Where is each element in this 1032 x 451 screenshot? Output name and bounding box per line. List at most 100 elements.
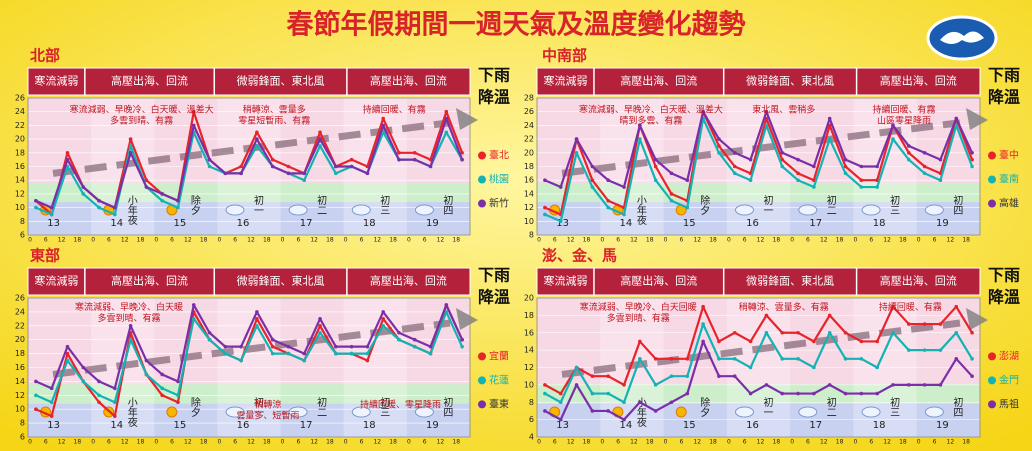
data-point <box>796 357 800 361</box>
trend-arrowhead <box>966 108 988 130</box>
weather-icon <box>735 406 754 418</box>
data-point <box>318 317 322 321</box>
x-tick-label: 18 <box>962 439 970 446</box>
y-tick-label: 22 <box>15 321 25 330</box>
x-tick-label: 6 <box>933 439 937 446</box>
y-tick-label: 10 <box>524 217 534 226</box>
data-point <box>796 178 800 182</box>
data-point <box>543 212 547 217</box>
data-point <box>270 344 275 349</box>
data-point <box>428 351 433 356</box>
x-tick-label: 6 <box>233 439 237 446</box>
data-point <box>223 351 228 356</box>
x-tick-label: 6 <box>616 439 620 446</box>
y-tick-label: 16 <box>524 328 534 337</box>
day-note: 初三 <box>378 396 390 417</box>
trend-arrow <box>52 319 451 378</box>
data-point <box>812 391 816 396</box>
data-point <box>207 157 212 162</box>
data-point <box>907 157 911 162</box>
panel-title: 東部 <box>30 247 60 265</box>
y-tick-label: 20 <box>15 335 25 344</box>
data-point <box>574 151 579 155</box>
data-point <box>653 409 658 413</box>
data-point <box>907 322 911 326</box>
header-band <box>27 67 471 96</box>
header-label: 微弱鋒面、東北風 <box>746 274 834 288</box>
x-tick-label: 18 <box>646 439 654 446</box>
x-tick-label: 18 <box>583 439 591 446</box>
data-point <box>907 144 911 148</box>
data-point <box>239 358 243 363</box>
data-point <box>843 330 848 335</box>
data-point <box>701 322 705 326</box>
data-point <box>732 171 737 176</box>
data-point <box>764 313 769 318</box>
data-point <box>653 383 658 387</box>
data-point <box>638 123 642 128</box>
day-label: 17 <box>300 420 313 431</box>
data-point <box>732 357 737 361</box>
x-tick-label: 18 <box>583 237 591 244</box>
legend-swatch <box>988 352 996 361</box>
data-point <box>381 310 385 314</box>
data-point <box>827 116 832 121</box>
data-point <box>590 164 595 169</box>
plot-frame <box>536 297 981 438</box>
data-point <box>318 144 322 148</box>
day-note: 除夕 <box>188 396 200 418</box>
x-tick-label: 0 <box>600 439 604 446</box>
annotation: 寒流減弱、早晚冷、白天暖、溫差大 <box>579 104 723 116</box>
data-point <box>764 109 769 114</box>
x-tick-label: 0 <box>854 439 858 446</box>
data-point <box>638 137 642 141</box>
data-point <box>334 164 338 169</box>
cloud <box>288 406 308 418</box>
x-tick-label: 12 <box>437 237 445 244</box>
data-point <box>558 400 563 405</box>
day-note: 初二 <box>315 396 327 417</box>
data-point <box>653 357 658 361</box>
data-point <box>302 171 307 176</box>
data-point <box>938 178 943 182</box>
x-tick-label: 12 <box>247 439 255 446</box>
x-tick-label: 0 <box>664 439 668 446</box>
day-label: 19 <box>426 218 439 229</box>
data-point <box>334 351 338 356</box>
legend-label: 馬祖 <box>999 397 1019 410</box>
data-point <box>65 358 70 363</box>
data-point <box>318 137 322 141</box>
cloud <box>861 406 881 418</box>
x-tick-label: 18 <box>773 439 781 446</box>
day-label: 19 <box>936 420 949 431</box>
data-point <box>732 374 737 378</box>
data-point <box>717 374 721 378</box>
day-label: 16 <box>237 420 250 431</box>
page-title: 春節年假期間一週天氣及溫度變化趨勢 <box>287 9 746 41</box>
data-point <box>843 164 848 169</box>
data-point <box>780 357 785 361</box>
legend-swatch <box>988 400 996 409</box>
data-point <box>590 185 595 189</box>
data-point <box>780 164 785 169</box>
legend-swatch <box>478 376 486 385</box>
x-tick-label: 12 <box>373 237 381 244</box>
header-label: 高壓出海、回流 <box>880 274 957 288</box>
x-tick-label: 18 <box>263 237 271 244</box>
header-label: 高壓出海、回流 <box>620 74 697 88</box>
x-tick-label: 0 <box>917 237 921 244</box>
data-point <box>65 157 70 162</box>
x-tick-label: 6 <box>553 237 557 244</box>
legend-label: 澎湖 <box>999 350 1019 362</box>
data-point <box>160 372 164 377</box>
data-point <box>160 393 164 398</box>
weather-icon <box>351 406 371 418</box>
data-point <box>685 374 690 378</box>
data-point <box>907 348 911 352</box>
data-point <box>717 357 721 361</box>
legend-swatch <box>478 151 486 160</box>
y-tick-label: 28 <box>524 94 534 103</box>
data-point <box>922 164 927 169</box>
legend-swatch <box>478 199 486 208</box>
weather-icon <box>351 204 371 216</box>
